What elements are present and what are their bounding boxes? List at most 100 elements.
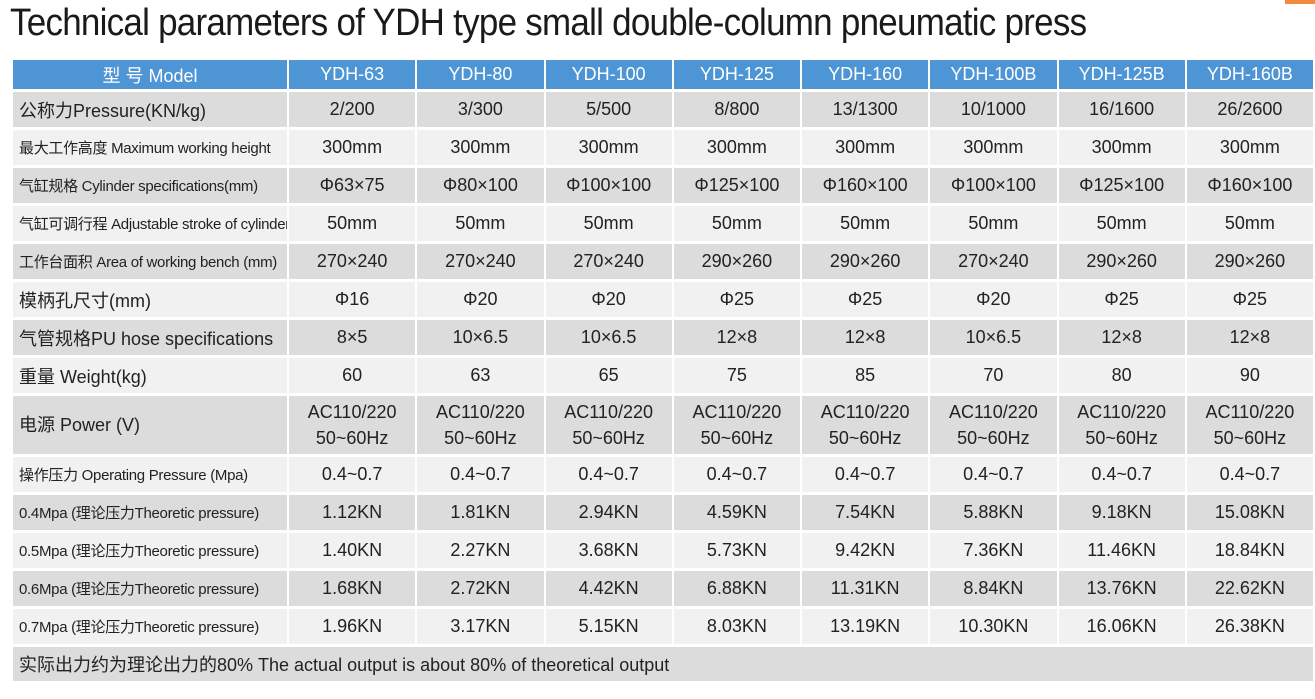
table-cell: 12×8 — [1058, 320, 1185, 355]
table-row: 0.4Mpa (理论压力Theoretic pressure) 1.12KN 1… — [13, 495, 1313, 530]
cell-line: AC110/220 — [564, 402, 653, 422]
table-cell: 0.4~0.7 — [545, 457, 672, 492]
table-cell: 270×240 — [417, 244, 544, 279]
table-cell: 50mm — [545, 206, 672, 241]
cell-line: AC110/220 — [307, 402, 397, 422]
table-cell: 300mm — [1186, 130, 1313, 165]
table-cell: 5.15KN — [545, 609, 672, 644]
table-cell: AC110/220 50~60Hz — [1058, 396, 1185, 454]
table-cell: 300mm — [289, 130, 416, 165]
table-row: 气缸规格 Cylinder specifications(mm) Φ63×75 … — [13, 168, 1313, 203]
table-row: 0.5Mpa (理论压力Theoretic pressure) 1.40KN 2… — [13, 533, 1313, 568]
table-cell: 1.12KN — [289, 495, 416, 530]
model-col-header: YDH-80 — [417, 60, 544, 89]
model-col-header: YDH-125 — [673, 60, 800, 89]
table-row: 气缸可调行程 Adjustable stroke of cylinder 50m… — [13, 206, 1313, 241]
table-cell: 50mm — [673, 206, 800, 241]
table-cell: 65 — [545, 358, 672, 393]
table-cell: 50mm — [802, 206, 929, 241]
cell-line: 50~60Hz — [1213, 428, 1287, 448]
table-cell: 1.96KN — [289, 609, 416, 644]
table-cell: Φ80×100 — [417, 168, 544, 203]
table-cell: 1.40KN — [289, 533, 416, 568]
table-cell: Φ20 — [545, 282, 672, 317]
table-cell: 9.42KN — [802, 533, 929, 568]
cell-line: 50~60Hz — [1085, 428, 1158, 448]
table-cell: 270×240 — [289, 244, 416, 279]
table-row: 0.6Mpa (理论压力Theoretic pressure) 1.68KN 2… — [13, 571, 1313, 606]
table-cell: 16.06KN — [1058, 609, 1185, 644]
row-label: 电源 Power (V) — [13, 396, 287, 454]
table-cell: AC110/220 50~60Hz — [673, 396, 800, 454]
table-cell: 6.88KN — [673, 571, 800, 606]
row-label: 0.6Mpa (理论压力Theoretic pressure) — [13, 571, 287, 606]
row-label: 工作台面积 Area of working bench (mm) — [13, 244, 287, 279]
table-cell: 13.19KN — [802, 609, 929, 644]
table-cell: 8×5 — [289, 320, 416, 355]
table-row: 电源 Power (V) AC110/220 50~60Hz AC110/220 5… — [13, 396, 1313, 454]
table-cell: AC110/220 50~60Hz — [417, 396, 544, 454]
row-label: 0.4Mpa (理论压力Theoretic pressure) — [13, 495, 287, 530]
cell-line: 50~60Hz — [957, 428, 1030, 448]
footer-note: 实际出力约为理论出力的80% The actual output is abou… — [13, 647, 1313, 681]
table-cell: 12×8 — [1186, 320, 1313, 355]
cell-line: AC110/220 — [436, 402, 525, 422]
table-cell: 70 — [930, 358, 1057, 393]
table-cell: 10/1000 — [930, 92, 1057, 127]
table-cell: 290×260 — [1058, 244, 1185, 279]
spec-table: 型 号 Model YDH-63 YDH-80 YDH-100 YDH-125 … — [11, 57, 1315, 684]
cell-line: 50~60Hz — [444, 428, 517, 448]
table-row: 气管规格PU hose specifications 8×5 10×6.5 10… — [13, 320, 1313, 355]
model-header: 型 号 Model — [13, 60, 287, 89]
table-row: 工作台面积 Area of working bench (mm) 270×240… — [13, 244, 1313, 279]
table-cell: Φ125×100 — [1058, 168, 1185, 203]
table-cell: 63 — [417, 358, 544, 393]
cell-line: AC110/220 — [1077, 402, 1166, 422]
table-cell: Φ160×100 — [1186, 168, 1313, 203]
table-cell: 5.73KN — [673, 533, 800, 568]
table-cell: Φ125×100 — [673, 168, 800, 203]
table-cell: 12×8 — [802, 320, 929, 355]
table-cell: 300mm — [545, 130, 672, 165]
cell-line: AC110/220 — [692, 402, 782, 422]
footer-row: 实际出力约为理论出力的80% The actual output is abou… — [13, 647, 1313, 681]
table-cell: 9.18KN — [1058, 495, 1185, 530]
table-cell: 15.08KN — [1186, 495, 1313, 530]
table-cell: 13/1300 — [802, 92, 929, 127]
cell-line: AC110/220 — [949, 402, 1038, 422]
table-cell: Φ20 — [417, 282, 544, 317]
table-cell: 2.27KN — [417, 533, 544, 568]
table-cell: 3.68KN — [545, 533, 672, 568]
table-row: 重量 Weight(kg) 60 63 65 75 85 70 80 90 — [13, 358, 1313, 393]
table-cell: 11.31KN — [802, 571, 929, 606]
row-label: 操作压力 Operating Pressure (Mpa) — [13, 457, 287, 492]
table-cell: 3/300 — [417, 92, 544, 127]
table-cell: Φ63×75 — [289, 168, 416, 203]
table-cell: 270×240 — [545, 244, 672, 279]
row-label: 0.5Mpa (理论压力Theoretic pressure) — [13, 533, 287, 568]
row-label: 气缸规格 Cylinder specifications(mm) — [13, 168, 287, 203]
table-cell: Φ25 — [1186, 282, 1313, 317]
table-cell: 8.03KN — [673, 609, 800, 644]
table-cell: Φ20 — [930, 282, 1057, 317]
accent-bar — [1285, 0, 1315, 4]
table-cell: 50mm — [1058, 206, 1185, 241]
table-cell: 10×6.5 — [930, 320, 1057, 355]
model-col-header: YDH-100B — [930, 60, 1057, 89]
table-cell: 0.4~0.7 — [1058, 457, 1185, 492]
table-cell: 85 — [802, 358, 929, 393]
row-label: 重量 Weight(kg) — [13, 358, 287, 393]
row-label: 模柄孔尺寸(mm) — [13, 282, 287, 317]
table-cell: 22.62KN — [1186, 571, 1313, 606]
table-cell: 0.4~0.7 — [417, 457, 544, 492]
table-cell: Φ100×100 — [930, 168, 1057, 203]
table-cell: AC110/220 50~60Hz — [930, 396, 1057, 454]
table-cell: 2/200 — [289, 92, 416, 127]
table-cell: 2.72KN — [417, 571, 544, 606]
table-cell: 300mm — [673, 130, 800, 165]
table-cell: Φ25 — [1058, 282, 1185, 317]
table-cell: AC110/220 50~60Hz — [1186, 396, 1313, 454]
table-cell: 13.76KN — [1058, 571, 1185, 606]
table-cell: 60 — [289, 358, 416, 393]
table-cell: 8.84KN — [930, 571, 1057, 606]
